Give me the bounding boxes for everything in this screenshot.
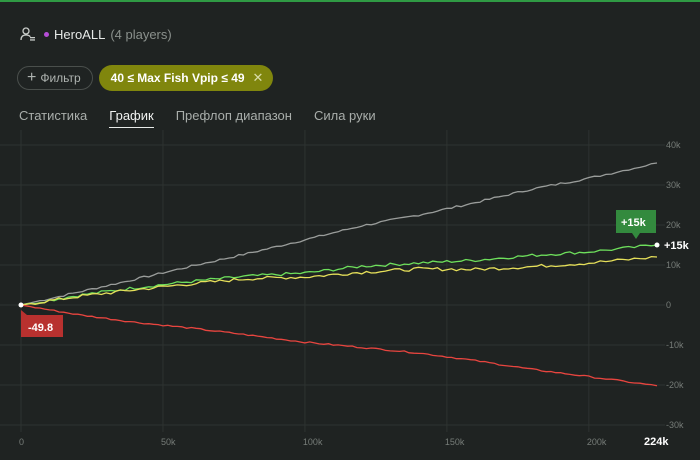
tab-statistics[interactable]: Статистика bbox=[19, 108, 88, 123]
chart-grid bbox=[0, 130, 665, 432]
end-badge bbox=[616, 210, 656, 239]
player-name[interactable]: HeroALL bbox=[54, 26, 106, 42]
winnings-chart[interactable]: 40k 30k 20k 10k 0 -10k -20k -30k 0 50k 100k 150k 20… bbox=[0, 130, 700, 460]
start-point bbox=[18, 302, 24, 308]
end-badge-label: +15k bbox=[621, 217, 647, 229]
series-line bbox=[20, 304, 658, 387]
x-tick-label: 50k bbox=[161, 437, 176, 447]
active-filter-label: 40 ≤ Max Fish Vpip ≤ 49 bbox=[110, 71, 245, 85]
tab-preflop-range[interactable]: Префлоп диапазон bbox=[175, 108, 292, 123]
y-axis-ticks: 40k 30k 20k 10k 0 -10k -20k -30k bbox=[666, 140, 684, 430]
x-tick-label: 150k bbox=[445, 437, 465, 447]
x-axis-ticks: 0 50k 100k 150k 200k 224k bbox=[19, 436, 669, 448]
close-icon[interactable]: ✕ bbox=[252, 70, 264, 85]
end-value-label: +15k bbox=[664, 240, 690, 252]
add-filter-button[interactable]: + Фильтр bbox=[17, 66, 93, 90]
add-filter-label: Фильтр bbox=[40, 71, 81, 85]
y-tick-label: -30k bbox=[666, 420, 684, 430]
y-tick-label: 20k bbox=[666, 220, 681, 230]
tab-graph[interactable]: График bbox=[109, 108, 154, 128]
y-tick-label: -20k bbox=[666, 380, 684, 390]
player-status-dot bbox=[44, 31, 49, 37]
top-accent-line bbox=[0, 0, 700, 2]
x-max-label: 224k bbox=[644, 436, 669, 448]
y-tick-label: 30k bbox=[666, 180, 681, 190]
player-count: (4 players) bbox=[110, 26, 172, 42]
player-header: HeroALL (4 players) bbox=[20, 24, 172, 44]
x-tick-label: 0 bbox=[19, 437, 24, 447]
tab-bar: Статистика График Префлоп диапазон Сила … bbox=[19, 108, 376, 128]
start-badge bbox=[21, 310, 63, 337]
y-tick-label: 40k bbox=[666, 140, 681, 150]
user-settings-icon[interactable] bbox=[20, 26, 36, 42]
tab-hand-strength[interactable]: Сила руки bbox=[313, 108, 376, 123]
chart-series bbox=[20, 162, 658, 387]
series-line bbox=[20, 255, 658, 306]
plus-icon: + bbox=[27, 69, 37, 86]
start-value-label: -49.8 bbox=[28, 322, 53, 334]
y-tick-label: 0 bbox=[666, 300, 671, 310]
end-point bbox=[654, 242, 660, 248]
filter-bar: + Фильтр 40 ≤ Max Fish Vpip ≤ 49 ✕ bbox=[17, 65, 274, 91]
x-tick-label: 100k bbox=[303, 437, 323, 447]
y-tick-label: -10k bbox=[666, 340, 684, 350]
active-filter-chip[interactable]: 40 ≤ Max Fish Vpip ≤ 49 ✕ bbox=[98, 65, 274, 91]
chart-annotations: -49.8 +15k +15k bbox=[18, 210, 690, 337]
y-tick-label: 10k bbox=[666, 260, 681, 270]
x-tick-label: 200k bbox=[587, 437, 607, 447]
series-line bbox=[20, 162, 658, 306]
